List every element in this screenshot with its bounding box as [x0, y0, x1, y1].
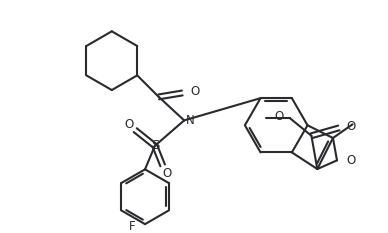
Text: N: N [186, 114, 195, 127]
Text: O: O [125, 118, 134, 131]
Text: O: O [347, 154, 356, 167]
Text: O: O [190, 86, 199, 99]
Text: S: S [151, 139, 159, 152]
Text: O: O [162, 167, 171, 180]
Text: F: F [129, 219, 135, 233]
Text: O: O [275, 110, 284, 123]
Text: O: O [346, 120, 356, 134]
